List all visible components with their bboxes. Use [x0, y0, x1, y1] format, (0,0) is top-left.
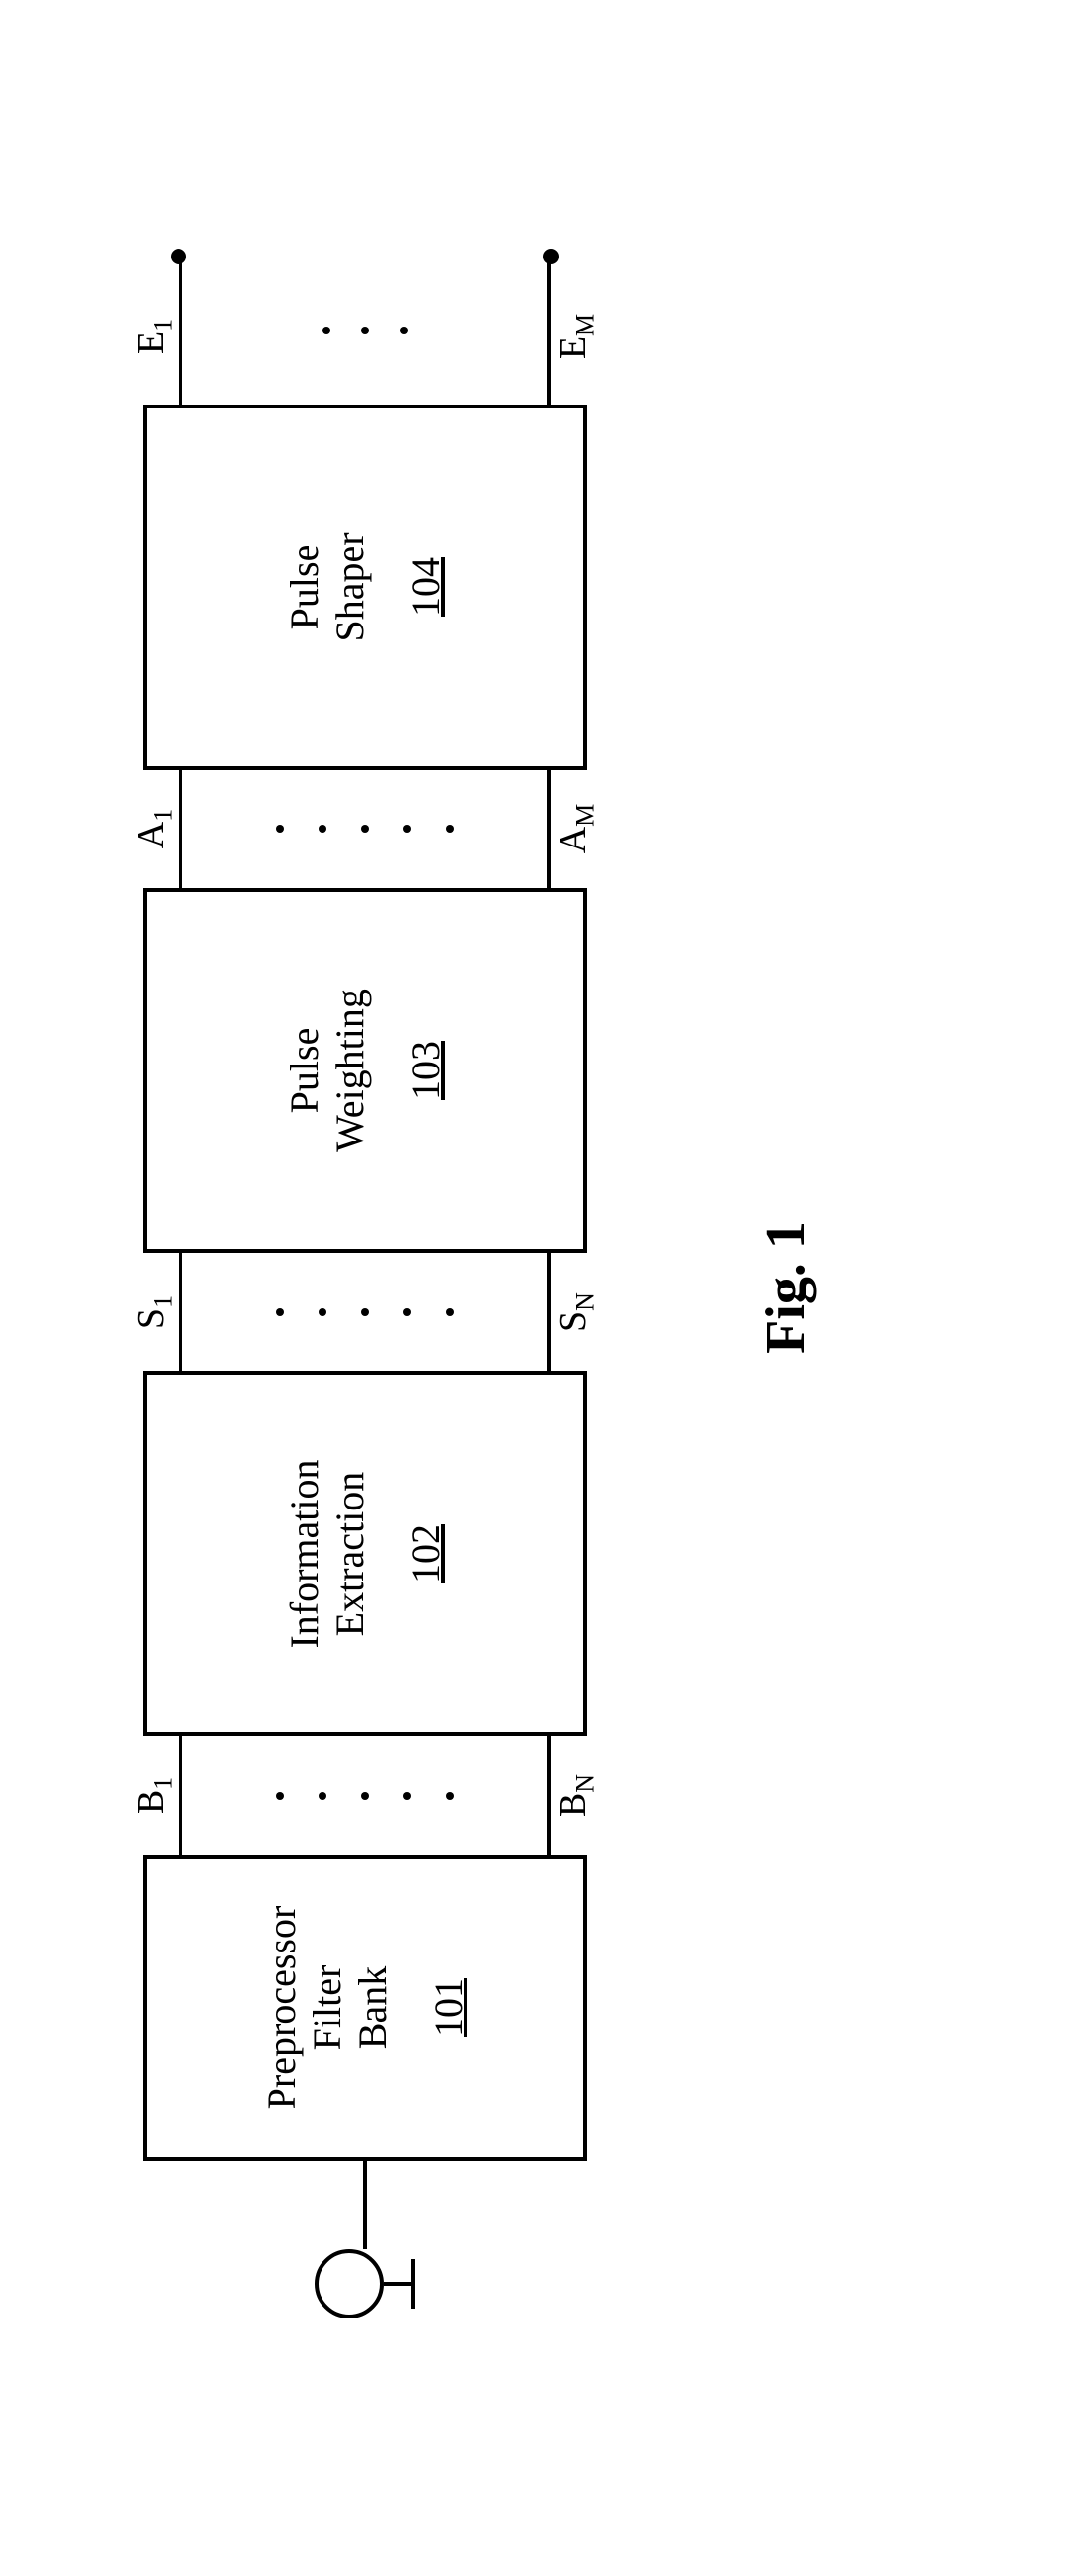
- bus-dots: [242, 1792, 488, 1800]
- block-id: 102: [402, 1524, 449, 1583]
- bus-label-bottom: BN: [551, 1774, 601, 1817]
- block-id: 103: [402, 1041, 449, 1100]
- block-id: 104: [402, 557, 449, 617]
- signal-flow-row: Preprocessor Filter Bank 101 B1 BN Infor…: [143, 202, 587, 2373]
- bus-label-top: A1: [129, 809, 179, 848]
- figure-label: Fig. 1: [754, 1221, 818, 1354]
- block-title: Information Extraction: [282, 1459, 373, 1648]
- bus-label-bottom: SN: [551, 1292, 601, 1332]
- block-pulse-shaper: Pulse Shaper 104: [143, 405, 587, 770]
- bus-label-top: E1: [129, 319, 179, 354]
- bus-dots: [242, 825, 488, 833]
- bus-label-bottom: AM: [551, 804, 601, 854]
- bus-dots: [291, 327, 439, 334]
- output-terminal-bottom: [543, 249, 559, 264]
- bus-S: S1 SN: [143, 1253, 587, 1371]
- block-title: Pulse Weighting: [282, 989, 373, 1152]
- block-title: Preprocessor Filter Bank: [259, 1906, 395, 2110]
- bus-label-top: B1: [129, 1777, 179, 1814]
- bus-label-bottom: EM: [551, 314, 601, 359]
- block-pulse-weighting: Pulse Weighting 103: [143, 888, 587, 1253]
- block-title: Pulse Shaper: [282, 532, 373, 641]
- bus-A: A1 AM: [143, 770, 587, 888]
- bus-label-top: S1: [129, 1295, 179, 1329]
- block-id: 101: [425, 1978, 471, 2037]
- block-preprocessor-filter-bank: Preprocessor Filter Bank 101: [143, 1855, 587, 2161]
- output-terminal-top: [171, 249, 186, 264]
- bus-E: E1 EM: [143, 257, 587, 405]
- block-information-extraction: Information Extraction 102: [143, 1371, 587, 1736]
- bus-dots: [242, 1308, 488, 1316]
- mic-icon: [315, 2249, 384, 2318]
- microphone-input: [315, 2249, 415, 2318]
- input-wire: [363, 2161, 367, 2249]
- block-diagram: Preprocessor Filter Bank 101 B1 BN Infor…: [143, 202, 932, 2373]
- bus-B: B1 BN: [143, 1736, 587, 1855]
